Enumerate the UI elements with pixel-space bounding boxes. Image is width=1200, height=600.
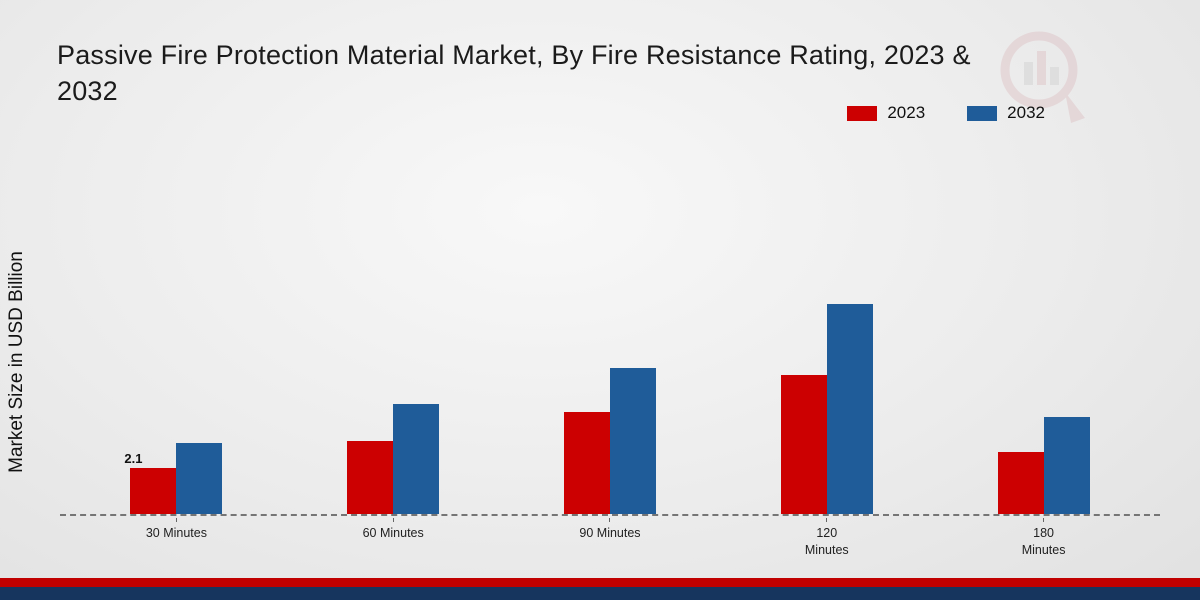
bar-2023-60-minutes: [347, 441, 394, 514]
chart-title: Passive Fire Protection Material Market,…: [57, 38, 971, 109]
plot-area: 2.1: [68, 282, 1152, 514]
legend-label-2032: 2032: [1007, 103, 1045, 122]
bar-2023-90-minutes: [563, 412, 610, 514]
bar-group-120-minutes: [780, 304, 873, 514]
y-axis-label: Market Size in USD Billion: [6, 251, 27, 473]
x-tick-label-60-minutes: 60 Minutes: [285, 518, 502, 559]
x-axis-tick-labels: 30 Minutes 60 Minutes 90 Minutes 120 Minute…: [68, 518, 1152, 559]
x-tick-label-120-minutes: 120 Minutes: [718, 518, 935, 559]
chart-logo-icon: [1000, 31, 1085, 123]
chart-title-line-2: 2032: [57, 75, 118, 106]
bar-2032-90-minutes: [609, 368, 656, 514]
x-tick-label-text: 60 Minutes: [362, 526, 424, 540]
brand-watermark-logo: [985, 20, 1097, 137]
x-tick-label-180-minutes: 180 Minutes: [935, 518, 1152, 559]
legend-swatch-2023: [847, 105, 878, 121]
bar-value-label: 2.1: [124, 451, 143, 466]
bar-group-60-minutes: [347, 404, 440, 514]
legend-label-2023: 2023: [887, 103, 926, 122]
bar-group-90-minutes: [563, 368, 656, 514]
bar-group-30-minutes: 2.1: [124, 443, 223, 514]
bar-2032-60-minutes: [393, 404, 440, 514]
footer-stripe-navy: [0, 587, 1200, 600]
bar-group-180-minutes: [997, 417, 1090, 514]
bar-2023-120-minutes: [780, 375, 827, 514]
x-tick-label-text: 30 Minutes: [145, 526, 207, 540]
footer-stripe-red: [0, 578, 1200, 587]
bar-2032-180-minutes: [1043, 417, 1090, 514]
bar-2032-120-minutes: [826, 304, 873, 514]
x-axis-baseline: [60, 514, 1160, 516]
x-tick-label-text: 180 Minutes: [1021, 526, 1066, 557]
bar-2032-30-minutes: [176, 443, 223, 514]
legend: 2023 2032: [847, 103, 1045, 123]
bar-2023-30-minutes: 2.1: [124, 451, 177, 514]
x-tick-label-30-minutes: 30 Minutes: [68, 518, 285, 559]
legend-item-2023: 2023: [847, 103, 925, 123]
chart-title-line-1: Passive Fire Protection Material Market,…: [57, 40, 971, 70]
bar-2023-180-minutes: [997, 452, 1044, 514]
x-tick-label-90-minutes: 90 Minutes: [502, 518, 719, 559]
x-tick-label-text: 120 Minutes: [804, 526, 849, 557]
x-tick-label-text: 90 Minutes: [579, 526, 641, 540]
legend-swatch-2032: [967, 105, 998, 121]
legend-item-2032: 2032: [967, 103, 1045, 123]
